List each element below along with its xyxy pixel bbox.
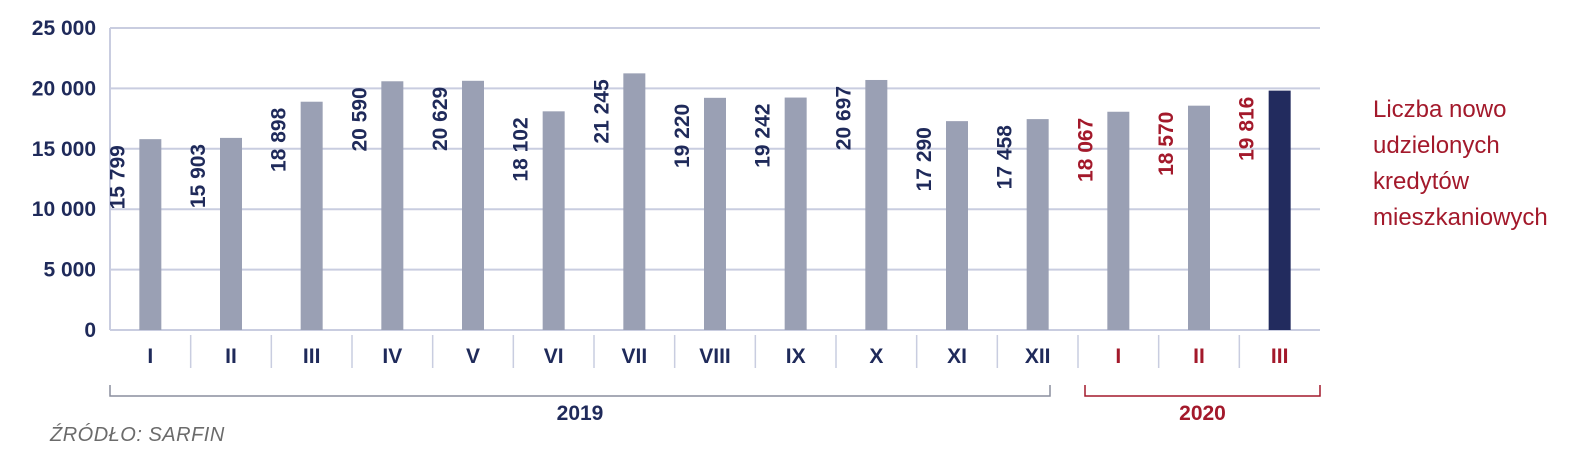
legend-line: udzielonych (1373, 132, 1500, 159)
bar (542, 111, 565, 330)
bar (1026, 119, 1049, 330)
category-label: V (466, 345, 480, 368)
bar (300, 101, 323, 330)
category-label: III (303, 345, 321, 368)
data-label: 21 245 (590, 79, 613, 144)
category-label: I (1115, 345, 1121, 368)
bar (1188, 105, 1210, 330)
category-label: I (147, 345, 153, 368)
legend-line: mieszkaniowych (1373, 204, 1548, 231)
bar (1268, 90, 1291, 331)
bar (784, 97, 807, 330)
data-label: 17 290 (913, 127, 936, 191)
y-tick-label: 25 000 (32, 17, 96, 40)
category-label: IX (786, 345, 806, 368)
year-bracket (1084, 385, 1321, 397)
data-label: 18 898 (268, 107, 291, 172)
data-label: 19 816 (1236, 97, 1259, 161)
bar (462, 80, 484, 330)
category-label: XI (947, 345, 967, 368)
bar (220, 137, 242, 330)
y-tick-label: 10 000 (32, 198, 96, 221)
data-label: 18 067 (1074, 118, 1097, 182)
data-label: 18 570 (1155, 112, 1178, 176)
y-tick-label: 0 (84, 319, 96, 342)
source-note: ŹRÓDŁO: SARFIN (50, 424, 225, 446)
legend-line: kredytów (1373, 168, 1470, 195)
category-label: III (1271, 345, 1289, 368)
data-label: 20 590 (348, 87, 371, 151)
data-label: 19 220 (671, 104, 694, 168)
data-label: 15 903 (187, 144, 210, 208)
bar (865, 79, 888, 330)
legend-text: Liczba nowo udzielonych kredytów mieszka… (1373, 92, 1583, 236)
y-tick-label: 15 000 (32, 138, 96, 161)
data-label: 18 102 (510, 117, 533, 181)
x-axis-categories: I II III IV V VI VII VIII IX X XI XII I II III (147, 335, 1288, 368)
data-label: 19 242 (752, 104, 775, 168)
bar (623, 73, 646, 330)
year-label: 2019 (557, 402, 604, 425)
data-label: 17 458 (994, 125, 1017, 190)
data-label: 20 629 (429, 87, 452, 151)
data-labels: 15 799 15 903 18 898 20 590 20 629 18 102 21 2… (106, 79, 1258, 209)
year-brackets: 2019 2020 (109, 385, 1321, 425)
category-label: VI (544, 345, 564, 368)
y-tick-label: 20 000 (32, 77, 96, 100)
bar (1107, 111, 1130, 330)
bar (704, 97, 726, 330)
category-label: II (1193, 345, 1205, 368)
bar (381, 81, 404, 330)
legend-line: Liczba nowo (1373, 96, 1507, 123)
y-tick-label: 5 000 (43, 259, 96, 282)
category-label: II (225, 345, 237, 368)
data-label: 20 697 (832, 86, 855, 150)
bar (946, 121, 968, 330)
bars (139, 73, 1291, 331)
data-label: 15 799 (106, 145, 129, 209)
year-label: 2020 (1179, 402, 1226, 425)
bar (139, 139, 162, 330)
category-label: X (869, 345, 883, 368)
category-label: VIII (699, 345, 731, 368)
y-axis-ticks: 0 5 000 10 000 15 000 20 000 25 000 (32, 17, 96, 342)
category-label: IV (382, 345, 402, 368)
year-bracket (109, 385, 1051, 397)
category-label: XII (1025, 345, 1051, 368)
category-label: VII (621, 345, 647, 368)
